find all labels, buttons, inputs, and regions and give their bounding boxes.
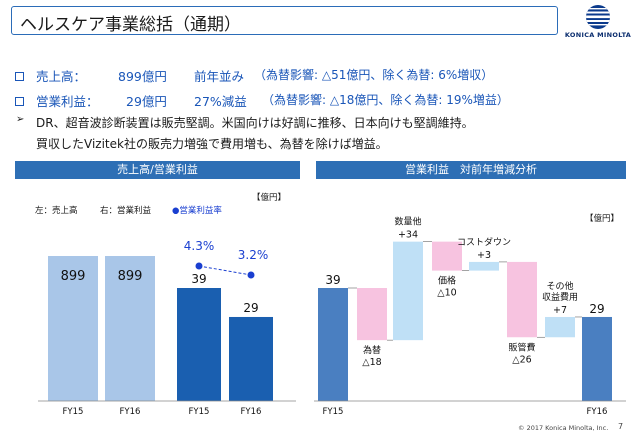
waterfall-step-value: △18 [362,357,381,368]
op-income-bar-value: 29 [243,301,258,315]
waterfall-step-label: 為替 [363,344,381,356]
waterfall-bar [432,241,462,271]
sales-bar [48,256,98,401]
waterfall-step-label: 収益費用 [542,291,578,303]
op-margin-point [195,262,203,270]
legend-right-op: 右：営業利益 [100,206,152,216]
title-box: ヘルスケア事業総括（通期） [11,6,558,35]
op-income-label: 営業利益： [36,94,99,109]
op-income-category-label: FY16 [241,407,262,417]
op-margin-line [198,265,252,276]
waterfall-step-value: △26 [512,354,531,365]
waterfall-step-label: その他 [546,280,573,292]
waterfall-step-label: 販管費 [508,341,535,353]
legend-left-sales: 左：売上高 [35,206,78,216]
comment-line-1: DR、超音波診断装置は販売堅調。米国向けは好調に推移、日本向けも堅調維持。 [36,116,474,130]
waterfall-category-label: FY15 [323,407,344,417]
waterfall-step-label: 数量他 [394,216,421,228]
sales-label: 売上高： [36,69,87,84]
sales-value: 899億円 [118,69,167,84]
waterfall-step-value: +7 [553,305,567,316]
op-income-value: 29億円 [126,94,167,109]
sales-bar-value: 899 [118,269,143,284]
op-margin-label: 3.2% [238,248,269,262]
waterfall-bar [545,316,575,338]
waterfall-bar [507,261,537,338]
page-title: ヘルスケア事業総括（通期） [20,15,241,35]
left-unit-label: 【億円】 [252,193,287,203]
copyright: © 2017 Konica Minolta, Inc. [518,424,609,432]
comment-line-2: 買収したVizitek社の販売力増強で費用増も、為替を除けば増益。 [36,137,388,151]
waterfall-total-value: 39 [325,273,340,287]
waterfall-step-label: コストダウン [457,236,511,248]
waterfall-category-label: FY16 [587,407,608,417]
waterfall-bar [318,288,348,401]
legend-rate: ●営業利益率 [172,206,222,216]
waterfall-bar [469,261,499,271]
op-income-category-label: FY15 [189,407,210,417]
sales-category-label: FY16 [120,407,141,417]
bullet-square-icon [15,97,24,106]
bullet-square-icon [15,72,24,81]
waterfall-bar [393,241,423,341]
op-margin-label: 4.3% [184,239,215,253]
right-panel-header: 営業利益 対前年増減分析 [316,161,626,179]
op-income-bar-value: 39 [191,272,206,286]
konica-minolta-logo: KONICA MINOLTA [562,3,634,43]
waterfall-step-value: △10 [437,288,456,299]
globe-logo-icon [586,5,610,29]
op-income-change: 27%減益 [194,94,247,109]
waterfall-step-label: 価格 [438,275,456,287]
op-income-bar [177,288,221,401]
sales-note: （為替影響: △51億円、除く為替: 6%増収） [254,68,494,82]
waterfall-step-value: +3 [477,250,491,261]
page-number: 7 [618,422,624,431]
right-unit-label: 【億円】 [585,214,620,224]
op-income-bar [229,316,273,401]
sales-bar-value: 899 [61,269,86,284]
sales-bar [105,256,155,401]
op-margin-point [247,271,255,279]
op-income-note: （為替影響: △18億円、除く為替: 19%増益） [262,93,509,107]
sales-category-label: FY15 [63,407,84,417]
waterfall-step-value: +34 [398,230,418,241]
sales-change: 前年並み [194,69,245,84]
left-panel-header: 売上高/営業利益 [15,161,300,179]
waterfall-bar [582,316,612,401]
waterfall-total-value: 29 [589,302,604,316]
waterfall-bar [357,288,387,341]
brand-name: KONICA MINOLTA [564,31,632,39]
arrow-bullet-icon: ➢ [16,114,25,125]
